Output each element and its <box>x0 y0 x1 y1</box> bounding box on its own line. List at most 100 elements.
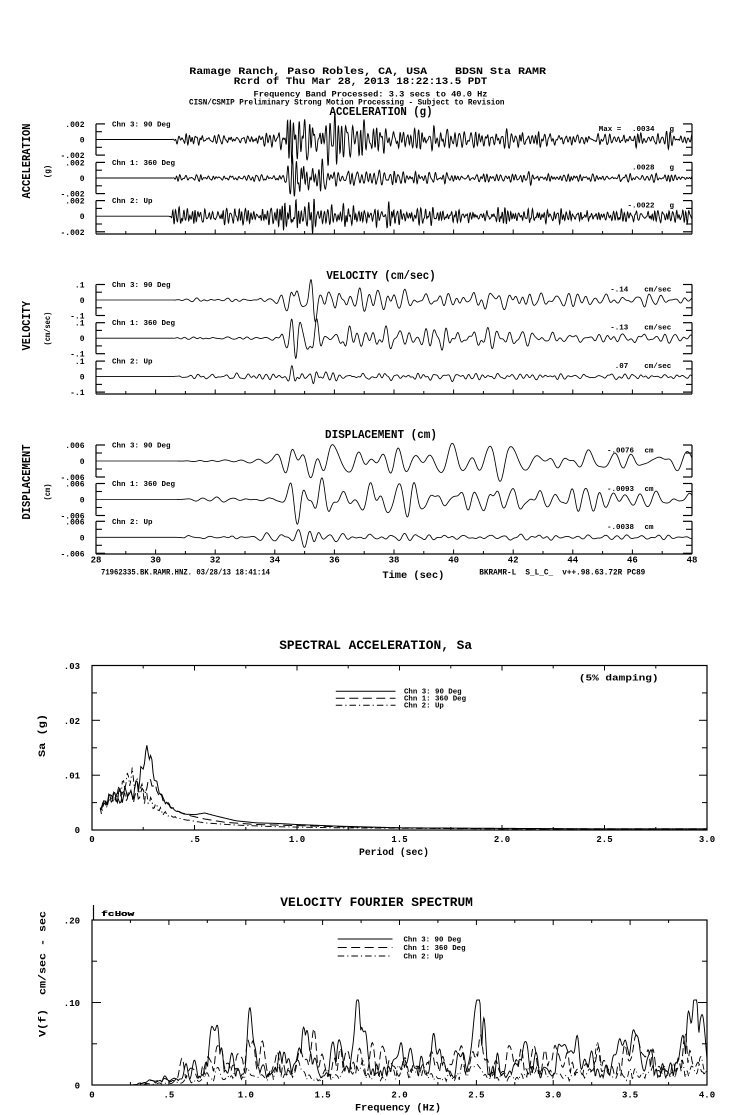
svg-text:Chn 2: Up: Chn 2: Up <box>112 519 153 527</box>
svg-text:Chn 3: 90 Deg: Chn 3: 90 Deg <box>404 937 462 945</box>
svg-text:ACCELERATION: ACCELERATION <box>21 123 34 198</box>
svg-text:2.5: 2.5 <box>596 835 612 845</box>
svg-text:-.1: -.1 <box>70 389 85 398</box>
svg-text:DISPLACEMENT (cm): DISPLACEMENT (cm) <box>325 428 437 442</box>
svg-text:3.5: 3.5 <box>622 1091 638 1101</box>
svg-text:2.5: 2.5 <box>468 1091 484 1101</box>
svg-text:.1: .1 <box>75 282 85 291</box>
svg-text:0: 0 <box>80 137 85 146</box>
svg-text:-.0038: -.0038 <box>607 524 635 532</box>
svg-text:-.14: -.14 <box>610 287 629 295</box>
svg-text:1.0: 1.0 <box>289 835 305 845</box>
svg-text:VELOCITY (cm/sec): VELOCITY (cm/sec) <box>326 269 435 283</box>
svg-text:.01: .01 <box>64 772 81 782</box>
svg-text:-.006: -.006 <box>60 550 84 559</box>
svg-text:-.002: -.002 <box>60 191 84 200</box>
svg-text:cm/sec: cm/sec <box>644 363 672 371</box>
svg-text:28: 28 <box>91 556 102 566</box>
svg-text:.006: .006 <box>65 442 84 451</box>
svg-text:1.0: 1.0 <box>238 1091 254 1101</box>
svg-text:0: 0 <box>80 297 85 306</box>
svg-text:(5% damping): (5% damping) <box>579 673 659 684</box>
svg-text:Period (sec): Period (sec) <box>359 847 429 859</box>
svg-text:Chn 3: 90 Deg: Chn 3: 90 Deg <box>404 689 462 697</box>
svg-text:Time (sec): Time (sec) <box>382 570 444 582</box>
svg-text:.002: .002 <box>65 121 84 130</box>
svg-text:Chn 1: 360 Deg: Chn 1: 360 Deg <box>404 945 466 953</box>
svg-text:ACCELERATION (g): ACCELERATION (g) <box>330 105 433 119</box>
svg-text:4.0: 4.0 <box>699 1091 715 1101</box>
svg-text:Chn 2: Up: Chn 2: Up <box>404 703 444 711</box>
svg-text:cm: cm <box>645 448 655 456</box>
svg-text:-.1: -.1 <box>70 351 85 360</box>
svg-text:.0034: .0034 <box>632 126 655 134</box>
svg-text:.07: .07 <box>615 363 629 371</box>
svg-text:BKRAMR-L S_L_C_ v++.98.63.72: BKRAMR-L S_L_C_ v++.98.63.72R PC89 <box>479 569 645 578</box>
svg-text:.006: .006 <box>65 518 84 527</box>
svg-text:Frequency (Hz): Frequency (Hz) <box>355 1103 441 1115</box>
svg-text:.10: .10 <box>64 999 80 1009</box>
svg-text:cm/sec: cm/sec <box>644 325 672 333</box>
svg-text:71962335.BK.RAMR.HNZ. 03/28/13: 71962335.BK.RAMR.HNZ. 03/28/13 18:41:14 <box>101 569 270 578</box>
svg-text:34: 34 <box>269 556 280 566</box>
svg-text:3.0: 3.0 <box>545 1091 561 1101</box>
svg-text:Chn 1: 360 Deg: Chn 1: 360 Deg <box>112 160 176 168</box>
svg-text:fcHow: fcHow <box>102 911 136 919</box>
svg-text:0: 0 <box>89 1091 94 1101</box>
svg-text:3.0: 3.0 <box>699 835 715 845</box>
svg-text:.5: .5 <box>189 835 200 845</box>
svg-text:Rcrd of Thu Mar 28, 2013 18:22: Rcrd of Thu Mar 28, 2013 18:22:13.5 PDT <box>234 76 487 88</box>
svg-text:.006: .006 <box>65 481 84 490</box>
svg-text:-.0093: -.0093 <box>607 486 635 494</box>
svg-text:SPECTRAL ACCELERATION, Sa: SPECTRAL ACCELERATION, Sa <box>279 638 472 653</box>
svg-text:.5: .5 <box>163 1091 174 1101</box>
svg-text:Chn 1: 360 Deg: Chn 1: 360 Deg <box>404 696 466 704</box>
svg-text:.03: .03 <box>64 662 80 672</box>
svg-text:0: 0 <box>80 458 85 467</box>
svg-text:Chn 3: 90 Deg: Chn 3: 90 Deg <box>112 282 171 290</box>
svg-text:Chn 2: Up: Chn 2: Up <box>112 198 153 206</box>
svg-text:cm/sec: cm/sec <box>644 287 672 295</box>
svg-text:46: 46 <box>627 556 638 566</box>
svg-text:(cm): (cm) <box>44 484 53 501</box>
svg-text:g: g <box>670 165 675 173</box>
svg-text:2.0: 2.0 <box>494 835 510 845</box>
svg-text:Chn 1: 360 Deg: Chn 1: 360 Deg <box>112 481 176 489</box>
svg-text:0: 0 <box>80 497 85 506</box>
svg-text:-.002: -.002 <box>60 229 84 238</box>
svg-text:VELOCITY FOURIER SPECTRUM: VELOCITY FOURIER SPECTRUM <box>280 895 473 910</box>
svg-text:(cm/sec): (cm/sec) <box>44 312 53 346</box>
svg-text:0: 0 <box>75 826 80 836</box>
svg-text:Chn 2: Up: Chn 2: Up <box>404 954 444 962</box>
svg-text:0: 0 <box>80 213 85 222</box>
svg-text:DISPLACEMENT: DISPLACEMENT <box>21 444 34 519</box>
svg-text:38: 38 <box>389 556 400 566</box>
svg-text:0: 0 <box>80 175 85 184</box>
svg-text:-.006: -.006 <box>60 474 84 483</box>
svg-text:fcLow: fcLow <box>101 911 135 919</box>
svg-text:36: 36 <box>329 556 340 566</box>
svg-text:.1: .1 <box>75 320 85 329</box>
svg-text:-.13: -.13 <box>610 325 629 333</box>
svg-text:0: 0 <box>89 835 94 845</box>
svg-text:1.5: 1.5 <box>314 1091 330 1101</box>
svg-text:Chn 3: 90 Deg: Chn 3: 90 Deg <box>112 121 171 129</box>
svg-text:.002: .002 <box>65 198 84 207</box>
svg-text:-.0022: -.0022 <box>627 203 655 211</box>
svg-text:42: 42 <box>508 556 519 566</box>
svg-text:2.0: 2.0 <box>391 1091 407 1101</box>
svg-text:48: 48 <box>687 556 698 566</box>
svg-text:.1: .1 <box>75 358 85 367</box>
svg-text:.20: .20 <box>64 917 80 927</box>
svg-text:Chn 3: 90 Deg: Chn 3: 90 Deg <box>112 443 171 451</box>
svg-text:-.002: -.002 <box>60 152 84 161</box>
svg-text:.002: .002 <box>65 159 84 168</box>
svg-text:(g): (g) <box>44 165 53 179</box>
svg-text:0: 0 <box>80 374 85 383</box>
svg-text:0: 0 <box>75 1082 80 1092</box>
svg-text:g: g <box>670 126 675 134</box>
svg-text:Chn 1: 360 Deg: Chn 1: 360 Deg <box>112 320 176 328</box>
svg-text:Sa (g): Sa (g) <box>37 714 49 757</box>
svg-text:40: 40 <box>448 556 459 566</box>
svg-text:0: 0 <box>80 534 85 543</box>
